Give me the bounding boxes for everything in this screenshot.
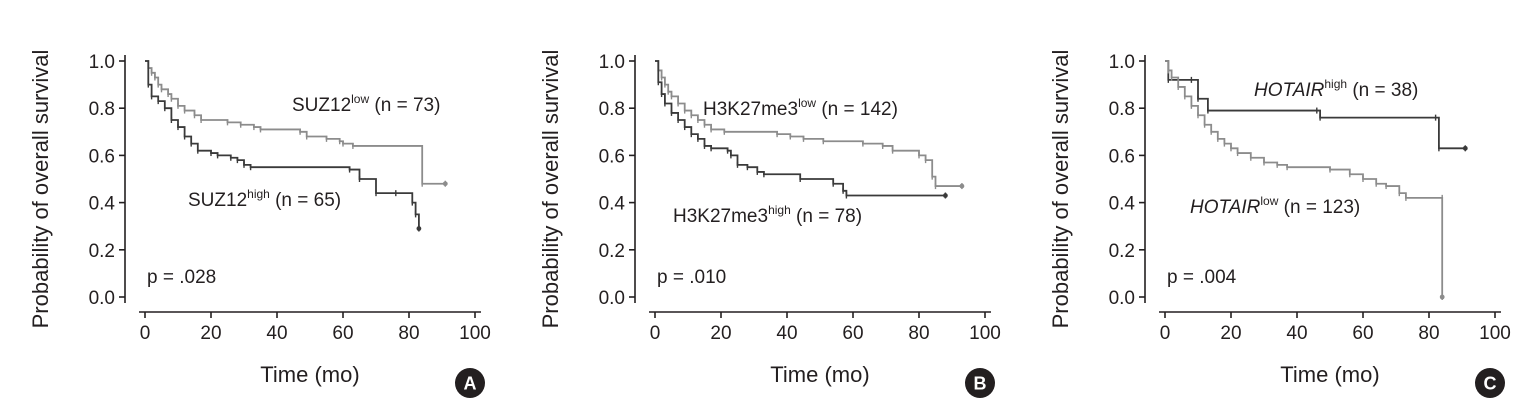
chart-a-x-tick-label: 100 <box>459 323 491 344</box>
chart-a-y-tick-label: 1.0 <box>89 52 115 73</box>
chart-c-x-tick-label: 100 <box>1479 323 1511 344</box>
km-chart-a: 0.0 0.2 0.4 0.6 0.8 1.0 0 20 40 60 80 100 Time (mo) P… <box>28 50 491 398</box>
chart-c-x-tick-label: 20 <box>1220 323 1241 344</box>
chart-a-series-low-end-point <box>442 181 448 187</box>
km-panel-c: 0.0 0.2 0.4 0.6 0.8 1.0 0 20 40 60 80 100 Time (mo) P… <box>1020 0 1520 409</box>
km-panel-b: 0.0 0.2 0.4 0.6 0.8 1.0 0 20 40 60 80 100 Time (mo) P… <box>510 0 1010 409</box>
chart-b-x-tick-label: 40 <box>776 323 797 344</box>
chart-c-y-tick-label: 0.0 <box>1109 288 1135 309</box>
chart-a-series-high-end-point <box>416 226 422 231</box>
chart-a-series-high-label: SUZ12high (n = 65) <box>188 187 341 211</box>
chart-c-x-tick-label: 80 <box>1418 323 1439 344</box>
chart-b-x-tick-label: 100 <box>969 323 1001 344</box>
chart-c-x-tick-label: 0 <box>1160 323 1171 344</box>
chart-b-series-high-curve <box>655 60 946 197</box>
chart-a-x-tick-label: 20 <box>200 323 221 344</box>
chart-b-y-tick-label: 0.0 <box>599 288 625 309</box>
chart-a-y-tick-label: 0.4 <box>89 194 116 215</box>
chart-c-p-value: p = .004 <box>1167 267 1237 288</box>
chart-b-y-tick-label: 0.2 <box>599 241 625 262</box>
chart-c-y-tick-label: 0.4 <box>1109 194 1136 215</box>
chart-c-series-low-label: HOTAIRlow (n = 123) <box>1190 194 1360 218</box>
chart-a-y-tick-label: 0.2 <box>89 241 115 262</box>
chart-b-y-tick-label: 1.0 <box>599 52 625 73</box>
chart-a-x-axis-title: Time (mo) <box>260 362 359 387</box>
km-chart-c: 0.0 0.2 0.4 0.6 0.8 1.0 0 20 40 60 80 100 Time (mo) P… <box>1048 50 1511 398</box>
chart-c-series-high-end-point <box>1462 145 1468 151</box>
chart-c-series-high-curve <box>1165 60 1466 150</box>
chart-b-series-low-label: H3K27me3low (n = 142) <box>703 96 898 120</box>
chart-c-x-tick-label: 60 <box>1352 323 1373 344</box>
chart-b-x-axis-title: Time (mo) <box>770 362 869 387</box>
chart-a-x-tick-label: 60 <box>332 323 353 344</box>
chart-b-y-tick-label: 0.6 <box>599 146 625 167</box>
chart-c-series-low-end-point <box>1439 294 1445 300</box>
chart-b-y-tick-label: 0.8 <box>599 99 625 120</box>
km-panel-a: 0.0 0.2 0.4 0.6 0.8 1.0 0 20 40 60 80 100 Time (mo) P… <box>0 0 500 409</box>
chart-a-y-tick-label: 0.0 <box>89 288 115 309</box>
chart-c-y-tick-label: 0.2 <box>1109 241 1135 262</box>
chart-b-series-low-end-point <box>959 183 965 189</box>
chart-c-y-tick-label: 0.6 <box>1109 146 1135 167</box>
chart-a-x-tick-label: 40 <box>266 323 287 344</box>
chart-a-x-tick-label: 0 <box>140 323 151 344</box>
chart-a-y-tick-label: 0.8 <box>89 99 115 120</box>
km-chart-b: 0.0 0.2 0.4 0.6 0.8 1.0 0 20 40 60 80 100 Time (mo) P… <box>538 50 1001 398</box>
chart-a-y-tick-label: 0.6 <box>89 146 115 167</box>
chart-b-x-tick-label: 60 <box>842 323 863 344</box>
chart-c-y-tick-label: 0.8 <box>1109 99 1135 120</box>
chart-b-x-tick-label: 80 <box>908 323 929 344</box>
chart-b-x-tick-label: 0 <box>650 323 661 344</box>
chart-a-series-low-label: SUZ12low (n = 73) <box>292 92 440 116</box>
chart-a-series-low-curve <box>145 60 446 185</box>
chart-a-panel-badge <box>455 368 485 398</box>
chart-b-series-high-end-point <box>943 193 948 198</box>
chart-a-x-tick-label: 80 <box>398 323 419 344</box>
chart-b-p-value: p = .010 <box>657 267 726 288</box>
chart-c-panel-letter: C <box>1484 374 1497 394</box>
chart-c-x-tick-label: 40 <box>1286 323 1307 344</box>
chart-b-panel-letter: B <box>974 374 987 394</box>
chart-a-panel-letter: A <box>464 374 477 394</box>
chart-b-series-high-label: H3K27me3high (n = 78) <box>673 203 862 227</box>
chart-c-x-axis-title: Time (mo) <box>1280 362 1379 387</box>
chart-b-y-axis-title: Probability of overall survival <box>538 50 563 329</box>
chart-b-y-tick-label: 0.4 <box>599 194 626 215</box>
chart-a-y-axis-title: Probability of overall survival <box>28 50 53 329</box>
chart-c-y-axis-title: Probability of overall survival <box>1048 50 1073 329</box>
chart-a-p-value: p = .028 <box>147 267 216 288</box>
chart-c-y-tick-label: 1.0 <box>1109 52 1135 73</box>
chart-c-panel-badge <box>1475 368 1505 398</box>
chart-b-x-tick-label: 20 <box>710 323 731 344</box>
chart-b-panel-badge <box>965 368 995 398</box>
chart-b-series-low-curve <box>655 60 962 187</box>
chart-c-series-high-label: HOTAIRhigh (n = 38) <box>1254 77 1418 101</box>
